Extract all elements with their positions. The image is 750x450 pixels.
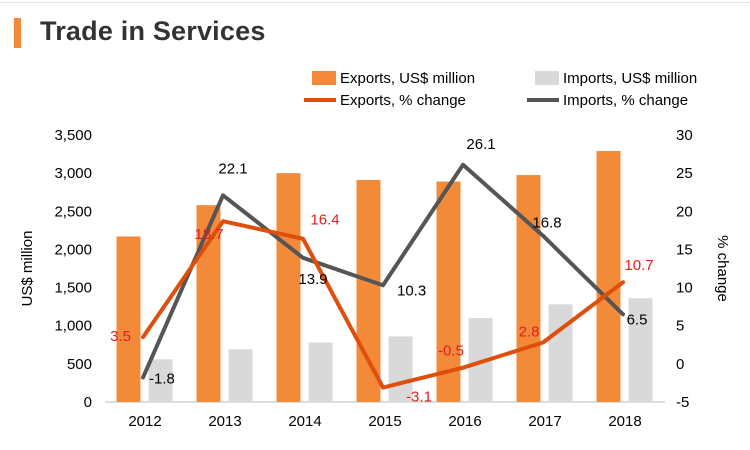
imports-change-label: 16.8	[532, 215, 561, 232]
x-tick-label: 2016	[448, 413, 481, 430]
exports-change-line	[141, 219, 625, 390]
imports-change-label: 10.3	[397, 282, 426, 299]
bars-layer	[116, 151, 653, 402]
x-tick-label: 2014	[288, 413, 321, 430]
x-tick-label: 2018	[608, 413, 641, 430]
right-tick-label: 0	[676, 356, 684, 373]
exports-change-label: 2.8	[519, 323, 540, 340]
left-tick-label: 2,000	[54, 241, 92, 258]
right-tick-label: 15	[676, 241, 693, 258]
left-tick-label: 1,000	[54, 318, 92, 335]
imports-bar	[548, 304, 573, 402]
imports-change-label: 22.1	[218, 160, 247, 177]
x-tick-label: 2012	[128, 413, 161, 430]
right-tick-label: 10	[676, 280, 693, 297]
exports-change-label: 18.7	[194, 226, 223, 243]
data-labels-layer: 3.5 18.7 16.4 -3.1 -0.5 2.8 10.7 -1.8 22.1 13.9 10…	[110, 136, 653, 406]
imports-bar	[228, 349, 253, 402]
left-tick-label: 1,500	[54, 280, 92, 297]
page-title: Trade in Services	[40, 16, 266, 46]
imports-change-line	[141, 162, 625, 380]
exports-bar	[356, 180, 381, 402]
exports-bar	[596, 151, 621, 402]
exports-change-label: 3.5	[110, 328, 131, 345]
legend-imports-bar-swatch	[535, 71, 559, 85]
lines-layer	[141, 162, 625, 390]
right-tick-label: -5	[676, 394, 689, 411]
imports-bar	[148, 359, 173, 402]
left-tick-label: 2,500	[54, 203, 92, 220]
legend-imports-line-label: Imports, % change	[563, 92, 688, 109]
right-axis: -5 0 5 10 15 20 25 30 % change	[676, 127, 731, 411]
exports-bar	[276, 173, 301, 402]
exports-change-label: -0.5	[438, 343, 464, 360]
imports-bar	[388, 336, 413, 402]
imports-bar	[308, 342, 333, 402]
legend-exports-bar-swatch	[312, 71, 336, 85]
exports-bar	[196, 205, 221, 402]
title-accent-bar	[14, 18, 21, 48]
x-axis: 2012 2013 2014 2015 2016 2017 2018	[105, 401, 665, 430]
chart-legend: Exports, US$ million Imports, US$ million…	[304, 70, 697, 109]
top-divider	[0, 2, 750, 3]
exports-bar	[436, 181, 461, 402]
left-tick-label: 0	[84, 394, 92, 411]
x-tick-label: 2015	[368, 413, 401, 430]
left-tick-label: 500	[67, 356, 92, 373]
exports-change-label: 10.7	[624, 257, 653, 274]
x-tick-label: 2017	[528, 413, 561, 430]
legend-imports-bar-label: Imports, US$ million	[563, 70, 697, 87]
imports-change-label: 26.1	[466, 136, 495, 153]
left-tick-label: 3,000	[54, 165, 92, 182]
imports-bar	[628, 298, 653, 402]
legend-exports-line-label: Exports, % change	[340, 92, 466, 109]
right-tick-label: 25	[676, 165, 693, 182]
exports-bar	[516, 175, 541, 402]
x-tick-label: 2013	[208, 413, 241, 430]
right-tick-label: 30	[676, 127, 693, 144]
exports-bar	[116, 236, 141, 402]
imports-change-label: 6.5	[627, 311, 648, 328]
left-tick-label: 3,500	[54, 127, 92, 144]
imports-change-label: -1.8	[149, 371, 175, 388]
left-axis-title: US$ million	[19, 231, 36, 307]
left-axis: 0 500 1,000 1,500 2,000 2,500 3,000 3,500 US$ mi…	[19, 127, 92, 411]
imports-change-label: 13.9	[298, 271, 327, 288]
legend-exports-bar-label: Exports, US$ million	[340, 70, 475, 87]
exports-change-label: 16.4	[310, 212, 339, 229]
right-tick-label: 20	[676, 203, 693, 220]
right-axis-title: % change	[714, 235, 731, 302]
right-tick-label: 5	[676, 318, 684, 335]
exports-change-label: -3.1	[406, 389, 432, 406]
